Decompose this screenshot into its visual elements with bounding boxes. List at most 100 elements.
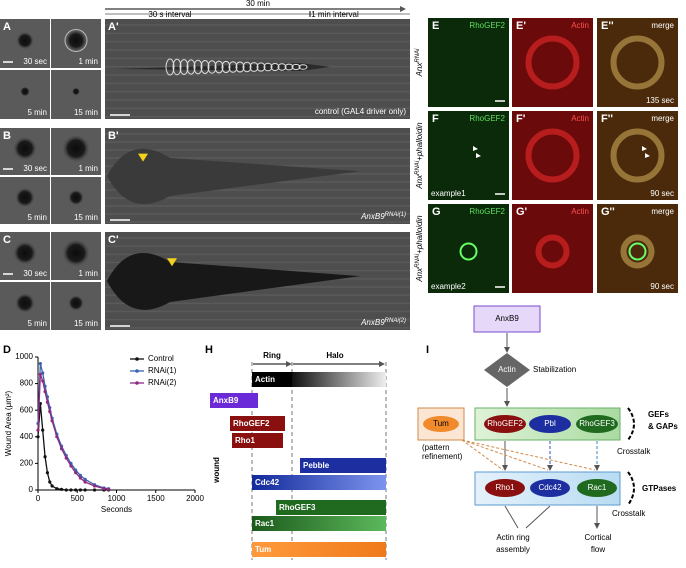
data-point	[50, 484, 54, 488]
condition-label: AnxRNAi+phalloidin	[415, 122, 425, 190]
data-point	[55, 487, 59, 491]
condition-label-sup: RNAi	[415, 48, 421, 63]
time-label: 90 sec	[650, 189, 674, 198]
y-tick-label: 600	[20, 405, 34, 414]
wound	[13, 241, 37, 265]
data-point	[83, 480, 87, 484]
data-point	[78, 488, 82, 492]
kymo-ring	[235, 61, 245, 73]
caption: control (GAL4 driver only)	[315, 107, 406, 116]
halo-label: Halo	[326, 351, 343, 360]
example-label: example2	[431, 282, 466, 291]
panel-label: A	[3, 21, 11, 33]
actin-ring	[610, 128, 665, 183]
node-label: RhoGEF2	[487, 419, 523, 428]
time-label: 1 min	[78, 269, 98, 278]
time-label: 30 sec	[23, 164, 47, 173]
data-point	[36, 435, 40, 439]
y-tick-label: 400	[20, 432, 34, 441]
localization-bar	[292, 372, 386, 387]
time-label: 90 sec	[650, 282, 674, 291]
annotation: Stabilization	[533, 365, 576, 374]
gef-node	[529, 415, 571, 433]
x-axis-label: Seconds	[101, 505, 132, 514]
data-point	[59, 487, 64, 491]
kymo-ring	[172, 58, 182, 76]
data-point	[69, 488, 73, 492]
kymo-ring	[165, 58, 175, 76]
data-point	[45, 400, 50, 404]
channel-label: Actin	[571, 207, 589, 216]
y-tick-label: 800	[20, 379, 34, 388]
data-point	[41, 371, 45, 375]
bar-label: RhoGEF3	[279, 503, 316, 512]
output-label: assembly	[496, 545, 530, 554]
data-point	[92, 488, 97, 492]
data-point	[38, 362, 42, 366]
data-point	[48, 409, 52, 414]
gef-ring	[459, 242, 478, 261]
localization-bar	[276, 500, 386, 515]
panel-label: G''	[601, 206, 615, 218]
data-point	[50, 419, 54, 423]
x-tick-label: 1500	[147, 494, 165, 503]
fluorescence-image	[428, 111, 509, 200]
timeline-second: 1 min interval	[311, 10, 359, 19]
localization-bar	[210, 393, 258, 408]
condition-label: AnxRNAi+phalloidin	[415, 215, 425, 283]
time-label: 135 sec	[646, 96, 674, 105]
data-point	[102, 487, 106, 491]
y-tick-label: 200	[20, 459, 34, 468]
bar-label: Tum	[255, 545, 271, 554]
gtpase-node	[577, 479, 617, 497]
data-point	[74, 488, 78, 492]
kymo-ring	[284, 63, 294, 71]
node-label: Rac1	[588, 483, 607, 492]
annotation: Crosstalk	[617, 447, 651, 456]
kymo-ring	[256, 62, 266, 72]
arrows	[504, 505, 597, 528]
wound	[62, 239, 90, 267]
kymo-wound	[107, 148, 360, 205]
wound	[15, 293, 35, 313]
fluorescence-image	[428, 18, 509, 107]
y-tick-label: 0	[29, 485, 34, 494]
panel-label: H	[205, 344, 213, 356]
kymo-ring	[277, 63, 287, 71]
fluorescence-image	[597, 204, 678, 293]
bar-label: Actin	[255, 375, 275, 384]
condition-label-sup: RNAi	[415, 160, 421, 175]
kymo-ring	[207, 60, 217, 74]
condition-label-suffix: +phalloidin	[415, 215, 424, 254]
bar-label: Rac1	[255, 519, 275, 528]
panel-label: C'	[108, 234, 119, 246]
condition-label-sup: RNAi	[415, 253, 421, 268]
bar-label: Rho1	[235, 436, 256, 445]
caption: AnxB9RNAi(2)	[360, 318, 406, 328]
example-label: example1	[431, 189, 466, 198]
channel-label: RhoGEF2	[469, 207, 505, 216]
data-point	[69, 464, 73, 468]
panel-label: B	[3, 130, 11, 142]
localization-bar	[252, 542, 386, 557]
timeline-first: 30 s interval	[148, 10, 191, 19]
data-point	[43, 455, 47, 459]
channel-label: Actin	[571, 114, 589, 123]
time-label: 5 min	[27, 213, 47, 222]
bar-label: RhoGEF2	[233, 419, 270, 428]
group-label: & GAPs	[648, 422, 678, 431]
output-label: Actin ring	[496, 533, 529, 542]
bar-label: Cdc42	[255, 478, 280, 487]
caption-base: AnxB9	[360, 212, 385, 221]
wound	[20, 86, 30, 97]
time-label: 15 min	[74, 108, 98, 117]
wound	[16, 31, 34, 50]
data-point	[92, 484, 97, 488]
data-point	[48, 480, 52, 484]
data-point	[83, 477, 87, 481]
data-point	[45, 471, 50, 475]
data-point	[38, 372, 42, 376]
fluorescence-image	[512, 204, 593, 293]
node-box	[473, 305, 541, 333]
